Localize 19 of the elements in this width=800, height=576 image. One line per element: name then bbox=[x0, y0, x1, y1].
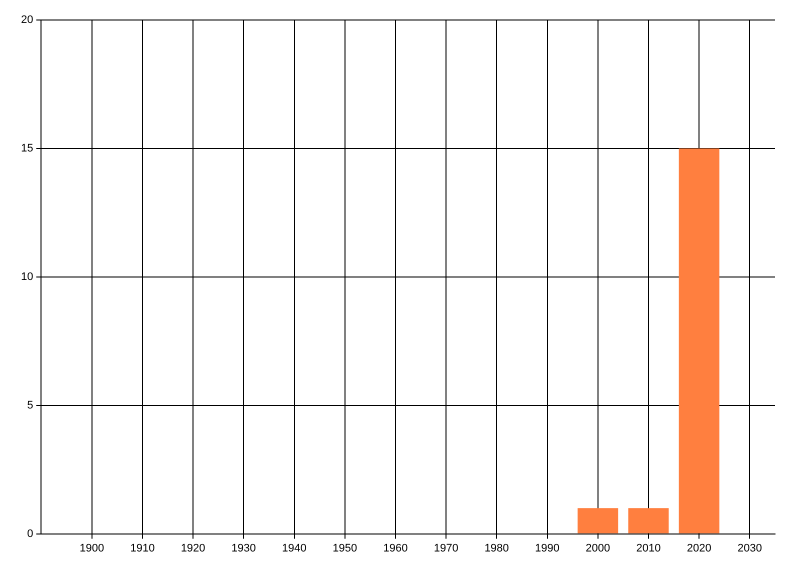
y-tick-label: 0 bbox=[27, 528, 34, 540]
y-tick-label: 15 bbox=[20, 142, 34, 154]
x-tick-label: 1920 bbox=[180, 542, 206, 554]
x-tick-label: 2010 bbox=[636, 542, 661, 554]
y-tick-label: 20 bbox=[20, 14, 34, 26]
y-tick-label: 10 bbox=[20, 270, 34, 283]
x-tick-label: 2000 bbox=[586, 542, 610, 554]
x-tick-label: 1910 bbox=[130, 542, 155, 554]
x-tick-label: 2030 bbox=[737, 542, 762, 554]
x-tick-label: 1950 bbox=[332, 542, 358, 554]
x-tick-label: 2020 bbox=[686, 542, 712, 554]
y-tick-label: 5 bbox=[27, 399, 34, 412]
x-tick-label: 1960 bbox=[383, 542, 408, 554]
x-tick-label: 1900 bbox=[80, 542, 104, 554]
x-tick-label: 1930 bbox=[231, 542, 256, 554]
x-tick-label: 1980 bbox=[484, 542, 509, 554]
x-tick-label: 1990 bbox=[535, 542, 560, 554]
x-tick-label: 1940 bbox=[282, 542, 306, 554]
x-tick-label: 1970 bbox=[434, 542, 458, 554]
